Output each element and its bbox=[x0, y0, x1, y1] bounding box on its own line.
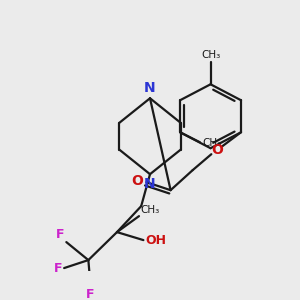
Text: N: N bbox=[144, 177, 156, 191]
Text: CH₃: CH₃ bbox=[201, 50, 220, 60]
Text: CH₃: CH₃ bbox=[202, 138, 221, 148]
Text: N: N bbox=[144, 81, 156, 95]
Text: F: F bbox=[53, 262, 62, 275]
Text: F: F bbox=[56, 228, 64, 241]
Text: O: O bbox=[211, 143, 223, 157]
Text: CH₃: CH₃ bbox=[140, 205, 159, 215]
Text: F: F bbox=[86, 288, 95, 300]
Text: OH: OH bbox=[146, 234, 167, 247]
Text: O: O bbox=[131, 174, 143, 188]
